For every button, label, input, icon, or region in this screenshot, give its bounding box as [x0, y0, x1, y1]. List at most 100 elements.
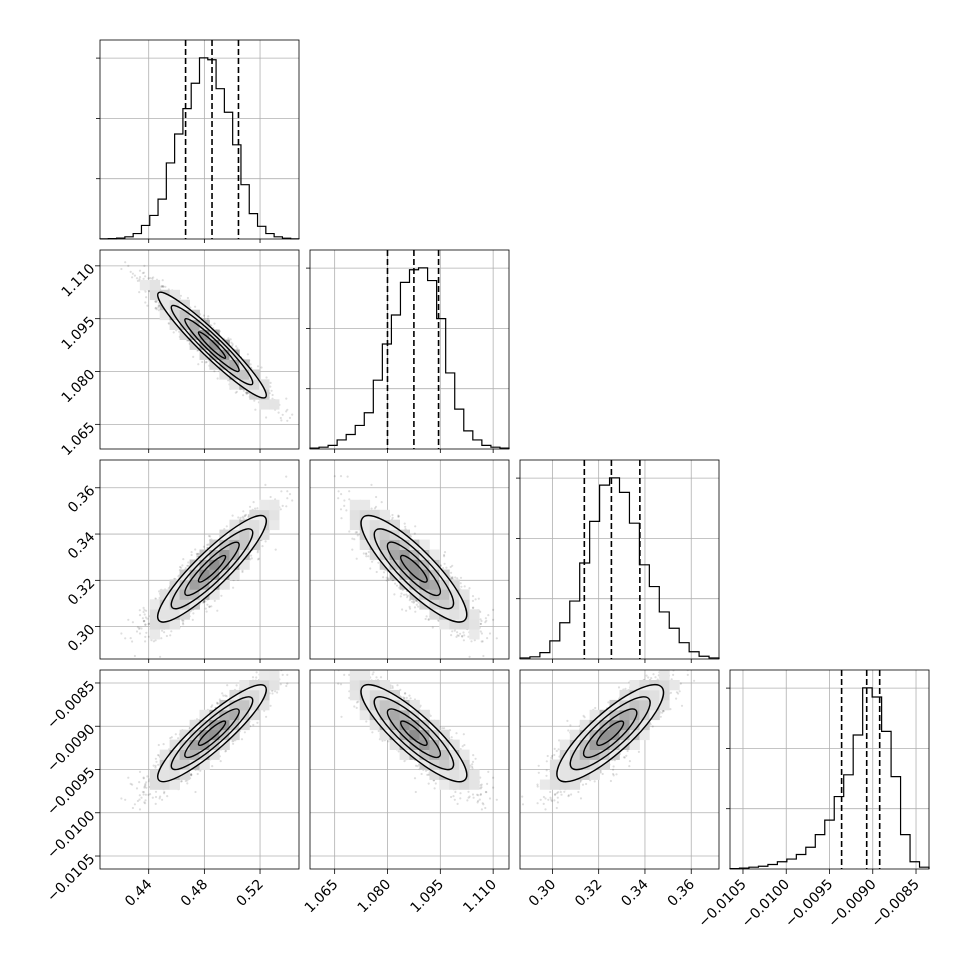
sample-point — [144, 301, 147, 304]
sample-point — [184, 567, 187, 570]
sample-point — [242, 510, 245, 513]
sample-point — [136, 279, 139, 282]
sample-point — [264, 483, 267, 486]
sample-point — [129, 637, 132, 640]
density-cell — [169, 319, 180, 330]
sample-point — [239, 516, 242, 519]
sample-point — [202, 314, 205, 317]
histogram-line — [729, 687, 930, 870]
sample-point — [231, 343, 234, 346]
sample-point — [152, 276, 155, 279]
sample-point — [286, 408, 289, 411]
sample-point — [206, 603, 209, 606]
sample-point — [231, 344, 234, 347]
sample-point — [286, 497, 289, 500]
sample-point — [205, 360, 208, 364]
sample-point — [138, 291, 141, 294]
sample-point — [140, 627, 143, 630]
sample-point — [256, 549, 259, 552]
sample-point — [247, 515, 250, 519]
density-cell — [219, 369, 230, 380]
sample-point — [120, 267, 123, 271]
sample-point — [135, 277, 139, 280]
sample-point — [213, 599, 216, 603]
sample-point — [138, 614, 142, 617]
sample-point — [300, 475, 302, 477]
sample-point — [161, 285, 164, 288]
sample-point — [149, 277, 152, 280]
density-cell — [169, 289, 180, 301]
histogram-panel-3 — [516, 459, 720, 660]
sample-point — [147, 635, 150, 638]
contour-line — [184, 317, 240, 373]
sample-point — [204, 607, 207, 610]
sample-point — [235, 345, 238, 348]
sample-point — [213, 370, 216, 373]
sample-point — [274, 548, 277, 551]
sample-point — [254, 408, 257, 411]
contour-group — [157, 291, 267, 399]
sample-point — [163, 631, 166, 634]
contour-line — [197, 331, 227, 360]
sample-point — [192, 612, 195, 615]
panel-frame — [99, 39, 300, 240]
sample-point — [142, 610, 145, 614]
contour-line — [170, 304, 254, 386]
sample-point — [220, 594, 223, 597]
sample-point — [180, 566, 183, 569]
sample-point — [244, 513, 248, 517]
sample-point — [131, 276, 134, 279]
sample-point — [280, 490, 283, 493]
sample-point — [242, 389, 245, 392]
sample-point — [260, 366, 263, 369]
sample-point — [160, 284, 163, 288]
sample-point — [216, 377, 219, 380]
sample-point — [277, 411, 280, 414]
density-cell — [259, 399, 270, 410]
histogram-panel-2 — [306, 249, 510, 450]
sample-point — [151, 277, 154, 280]
sample-point — [160, 637, 163, 640]
sample-point — [242, 517, 245, 520]
density-cell — [159, 309, 170, 321]
sample-point — [269, 385, 272, 388]
sample-point — [162, 285, 165, 288]
sample-point — [269, 381, 272, 384]
sample-point — [147, 622, 150, 626]
sample-point — [194, 548, 197, 551]
sample-point — [141, 272, 144, 275]
sample-point — [207, 534, 211, 538]
sample-point — [182, 623, 185, 626]
sample-point — [227, 337, 230, 340]
sample-point — [210, 324, 213, 327]
sample-point — [196, 349, 199, 352]
sample-point — [229, 338, 232, 341]
sample-point — [173, 577, 176, 580]
sample-point — [247, 391, 250, 394]
sample-point — [256, 365, 260, 368]
sample-point — [146, 617, 149, 620]
sample-point — [281, 504, 284, 507]
sample-point — [227, 379, 230, 382]
sample-point — [286, 419, 289, 422]
sample-point — [181, 622, 185, 625]
sample-point — [249, 363, 252, 366]
sample-point — [280, 419, 283, 422]
scatter-panel-2-1 — [99, 249, 300, 450]
sample-point — [155, 308, 158, 311]
density-cell — [259, 379, 270, 390]
sample-point — [194, 305, 197, 308]
sample-point — [291, 499, 294, 502]
sample-point — [135, 630, 139, 633]
sample-point — [133, 274, 136, 277]
sample-point — [155, 300, 158, 304]
sample-point — [144, 616, 147, 619]
sample-point — [127, 618, 130, 621]
sample-point — [243, 515, 246, 518]
sample-point — [279, 508, 282, 511]
sample-point — [236, 347, 239, 350]
sample-point — [146, 304, 149, 307]
sample-point — [201, 360, 204, 364]
sample-point — [190, 609, 193, 612]
sample-point — [144, 623, 147, 626]
